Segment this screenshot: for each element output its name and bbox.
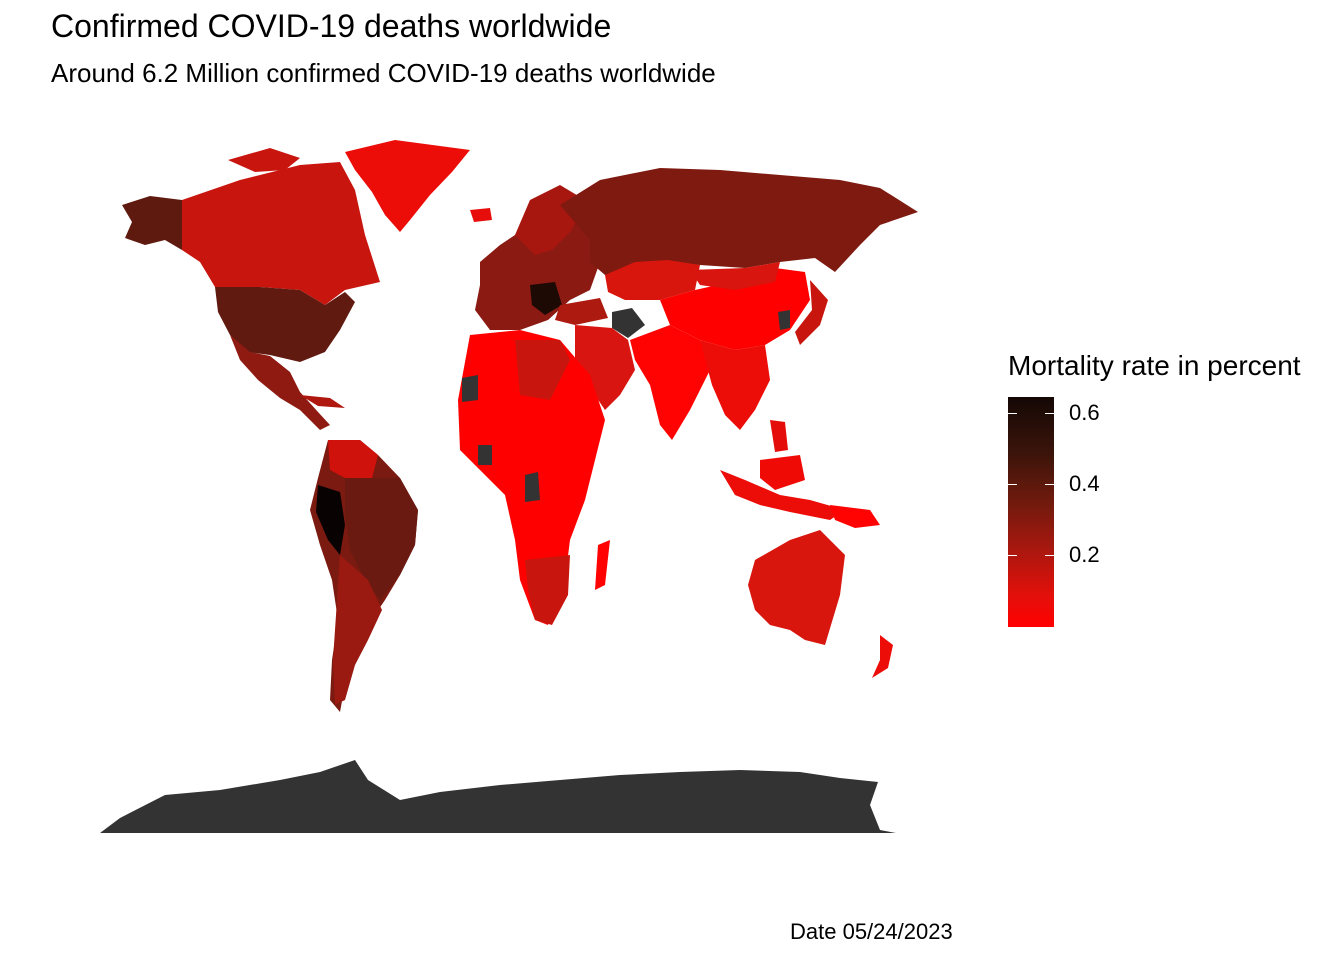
page-title: Confirmed COVID-19 deaths worldwide: [51, 8, 612, 44]
date-caption: Date 05/24/2023: [790, 919, 953, 944]
region-china: [660, 268, 810, 350]
region-turkey: [555, 298, 608, 325]
region-north-africa: [515, 340, 570, 400]
region-turkmenistan: [612, 308, 645, 338]
region-kazakhstan: [605, 260, 700, 300]
region-southern-africa: [525, 555, 570, 625]
region-canada: [182, 162, 380, 305]
region-greenland: [345, 140, 470, 232]
legend-tick-label: 0.6: [1069, 400, 1100, 425]
region-indonesia: [720, 470, 845, 520]
region-usa: [215, 287, 355, 362]
region-mongolia: [690, 262, 780, 290]
region-antarctica: [100, 760, 896, 833]
region-canada-islands: [228, 148, 300, 172]
region-iceland: [470, 208, 492, 222]
region-india: [630, 325, 710, 440]
region-madagascar: [595, 540, 610, 590]
region-colombia-venezuela: [328, 440, 378, 478]
region-alaska: [122, 196, 182, 250]
region-japan: [795, 280, 828, 345]
region-cuba: [300, 395, 345, 408]
region-borneo: [760, 455, 805, 490]
region-peru: [316, 485, 345, 555]
region-philippines: [770, 420, 788, 452]
region-western-sahara: [462, 375, 478, 402]
region-russia: [560, 168, 918, 275]
region-png: [830, 505, 880, 528]
region-mexico: [230, 335, 330, 430]
region-middle-east: [575, 325, 635, 410]
region-korea: [778, 310, 790, 330]
region-balkans: [530, 282, 562, 315]
region-guinea: [478, 445, 492, 465]
legend-tick-label: 0.2: [1069, 542, 1100, 567]
page-subtitle: Around 6.2 Million confirmed COVID-19 de…: [51, 58, 716, 88]
region-australia: [748, 530, 845, 645]
region-argentina: [333, 555, 382, 705]
region-new-zealand: [872, 635, 893, 678]
region-southeast-asia: [700, 340, 770, 430]
region-brazil: [345, 478, 418, 600]
region-gabon-congo: [525, 472, 540, 502]
legend-title: Mortality rate in percent: [1008, 350, 1301, 381]
legend-tick-label: 0.4: [1069, 471, 1100, 496]
legend-colorbar: [1008, 397, 1054, 627]
